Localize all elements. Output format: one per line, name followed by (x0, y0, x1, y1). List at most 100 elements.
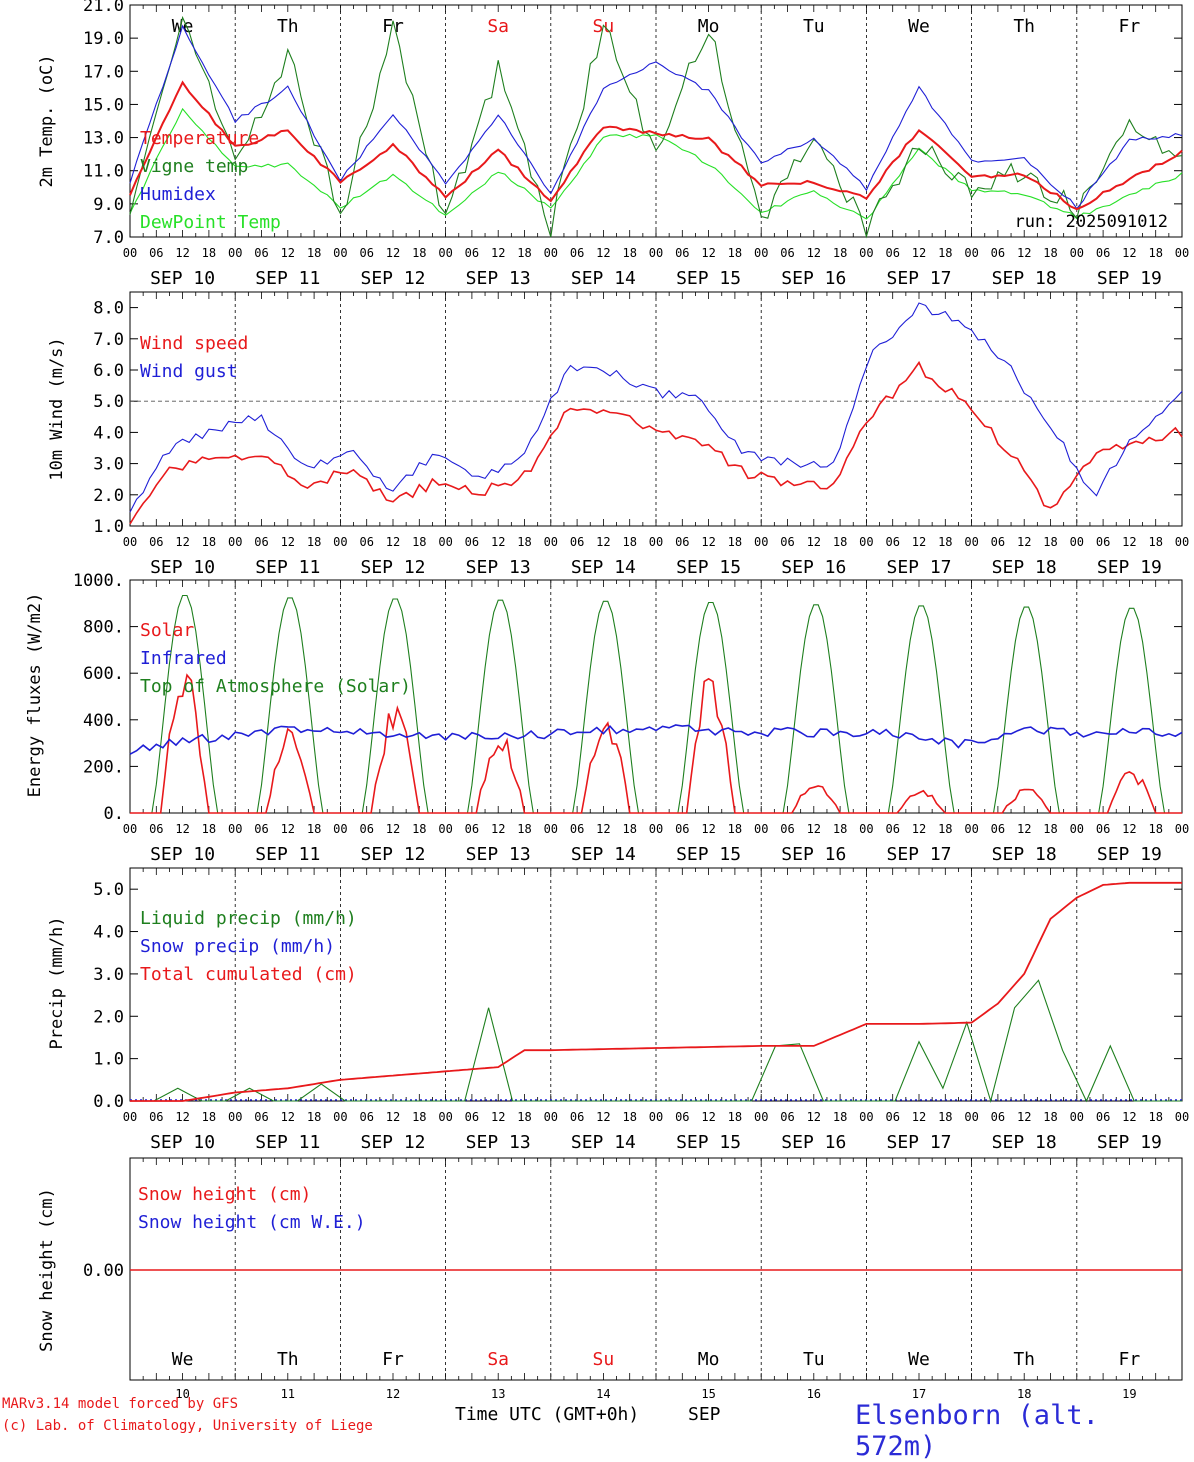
weekday-label: Th (277, 1349, 299, 1370)
hour-tick-label: 06 (254, 246, 268, 260)
hour-tick-label: 00 (228, 246, 242, 260)
date-label: SEP 15 (676, 268, 741, 289)
hour-tick-label: 18 (833, 822, 847, 836)
hour-tick-label: 12 (281, 246, 295, 260)
hour-tick-label: 00 (333, 535, 347, 549)
hour-tick-label: 12 (386, 535, 400, 549)
y-tick-label: 1.0 (93, 1050, 124, 1070)
date-label: SEP 14 (571, 1132, 636, 1153)
hour-tick-label: 00 (438, 822, 452, 836)
hour-tick-label: 12 (175, 1110, 189, 1124)
hour-tick-label: 00 (228, 1110, 242, 1124)
hour-tick-label: 06 (359, 246, 373, 260)
hour-tick-label: 18 (202, 1110, 216, 1124)
hour-tick-label: 06 (1096, 822, 1110, 836)
date-label: SEP 11 (255, 844, 320, 865)
date-label: SEP 12 (360, 557, 425, 578)
hour-tick-label: 12 (701, 246, 715, 260)
legend-infrared: Infrared (140, 648, 227, 669)
y-tick-label: 13.0 (83, 129, 124, 149)
hour-tick-label: 12 (596, 822, 610, 836)
hour-tick-label: 00 (964, 535, 978, 549)
hour-tick-label: 12 (491, 1110, 505, 1124)
series-wind-speed (129, 360, 1183, 525)
date-label: SEP 16 (781, 844, 846, 865)
date-label: SEP 15 (676, 557, 741, 578)
date-label: SEP 11 (255, 1132, 320, 1153)
date-label: SEP 11 (255, 268, 320, 289)
date-label: SEP 16 (781, 557, 846, 578)
day-number-label: 14 (596, 1387, 610, 1401)
legend-snow-precip-mm-h-: Snow precip (mm/h) (140, 936, 335, 957)
hour-tick-label: 00 (964, 1110, 978, 1124)
hour-tick-label: 06 (885, 246, 899, 260)
hour-tick-label: 00 (754, 535, 768, 549)
hour-tick-label: 06 (465, 1110, 479, 1124)
hour-tick-label: 06 (885, 822, 899, 836)
hour-tick-label: 06 (465, 535, 479, 549)
hour-tick-label: 00 (649, 246, 663, 260)
y-tick-label: 4.0 (93, 423, 124, 443)
date-label: SEP 12 (360, 268, 425, 289)
hour-tick-label: 18 (1043, 822, 1057, 836)
hour-tick-label: 18 (307, 535, 321, 549)
hour-tick-label: 00 (754, 822, 768, 836)
y-tick-label: 4.0 (93, 923, 124, 943)
weekday-label: Sa (487, 16, 509, 37)
date-label: SEP 17 (886, 844, 951, 865)
hour-tick-label: 00 (1070, 1110, 1084, 1124)
hour-tick-label: 06 (359, 822, 373, 836)
day-number-label: 10 (175, 1387, 189, 1401)
weekday-label: Su (593, 1349, 615, 1370)
hour-tick-label: 06 (991, 1110, 1005, 1124)
hour-tick-label: 00 (438, 1110, 452, 1124)
hour-tick-label: 12 (596, 1110, 610, 1124)
hour-tick-label: 06 (675, 246, 689, 260)
weekday-label: Th (1013, 1349, 1035, 1370)
hour-tick-label: 00 (544, 822, 558, 836)
series-solar (130, 673, 1182, 814)
hour-tick-label: 00 (964, 246, 978, 260)
y-tick-label: 2.0 (93, 486, 124, 506)
hour-tick-label: 06 (359, 1110, 373, 1124)
hour-tick-label: 12 (1122, 246, 1136, 260)
weekday-label: Fr (382, 1349, 404, 1370)
hour-tick-label: 06 (1096, 246, 1110, 260)
weekday-label: We (908, 1349, 930, 1370)
y-tick-label: 3.0 (93, 455, 124, 475)
hour-tick-label: 12 (1122, 1110, 1136, 1124)
date-label: SEP 13 (466, 1132, 531, 1153)
hour-tick-label: 12 (807, 535, 821, 549)
weekday-label: Tu (803, 1349, 825, 1370)
hour-tick-label: 06 (780, 1110, 794, 1124)
hour-tick-label: 18 (517, 246, 531, 260)
legend-wind-speed: Wind speed (140, 333, 248, 354)
hour-tick-label: 00 (438, 535, 452, 549)
hour-tick-label: 18 (728, 246, 742, 260)
hour-tick-label: 00 (859, 246, 873, 260)
hour-tick-label: 06 (675, 822, 689, 836)
legend-solar: Solar (140, 620, 194, 641)
hour-tick-label: 12 (175, 535, 189, 549)
model-credit: MARv3.14 model forced by GFS (2, 1396, 239, 1412)
hour-tick-label: 18 (728, 1110, 742, 1124)
run-annotation: run: 2025091012 (1014, 212, 1168, 232)
hour-tick-label: 18 (728, 535, 742, 549)
hour-tick-label: 12 (1017, 822, 1031, 836)
station-name: Elsenborn (alt. 572m) (855, 1400, 1099, 1462)
hour-tick-label: 06 (675, 1110, 689, 1124)
hour-tick-label: 06 (149, 1110, 163, 1124)
panel-5: 0.00 Snow height (cm) Snow height (cm W.E.… (37, 1157, 1183, 1401)
hour-tick-label: 18 (517, 822, 531, 836)
hour-tick-label: 12 (386, 246, 400, 260)
hour-tick-label: 00 (123, 1110, 137, 1124)
date-label: SEP 12 (360, 844, 425, 865)
date-label: SEP 13 (466, 268, 531, 289)
day-number-label: 12 (386, 1387, 400, 1401)
hour-tick-label: 18 (307, 1110, 321, 1124)
hour-tick-label: 00 (1175, 822, 1189, 836)
hour-tick-label: 00 (754, 1110, 768, 1124)
day-number-label: 17 (912, 1387, 926, 1401)
legend-vigne-temp: Vigne temp (140, 156, 248, 177)
hour-tick-label: 00 (1070, 822, 1084, 836)
